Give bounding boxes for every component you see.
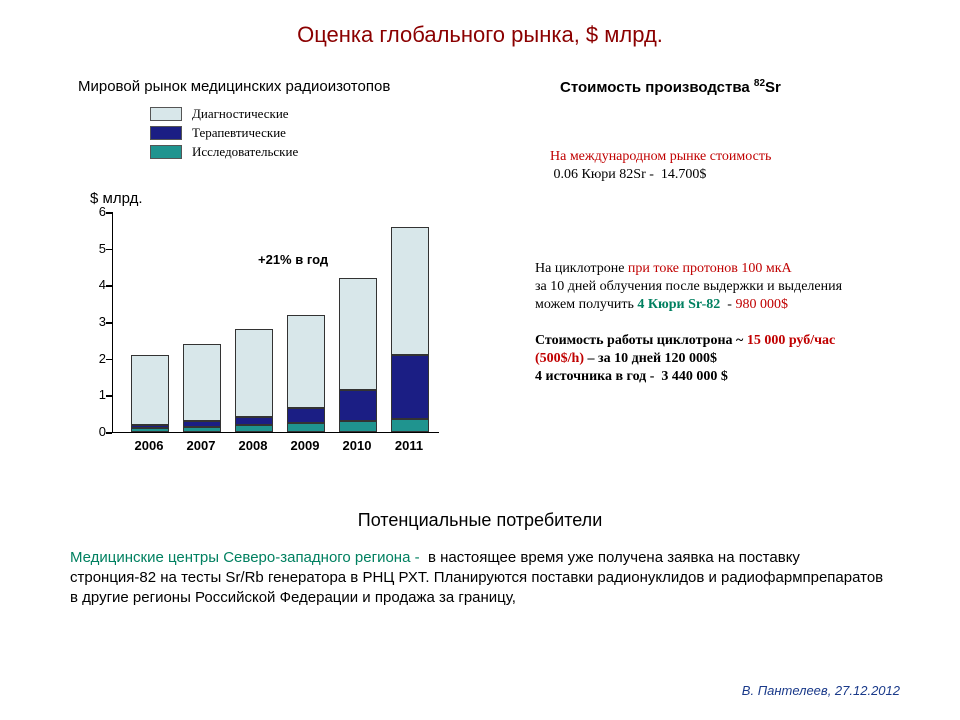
bar-segment xyxy=(131,428,169,432)
bar-segment xyxy=(339,278,377,390)
legend-item: Диагностические xyxy=(150,105,298,123)
y-tick-label: 1 xyxy=(86,387,106,402)
x-tick-label: 2010 xyxy=(332,438,382,453)
bar-segment xyxy=(287,315,325,409)
bar-segment xyxy=(235,417,273,424)
legend-label: Терапевтические xyxy=(192,124,286,142)
legend-swatch xyxy=(150,145,182,159)
bar-segment xyxy=(287,423,325,432)
bar-segment xyxy=(235,425,273,432)
legend-item: Терапевтические xyxy=(150,124,298,142)
bar xyxy=(339,278,377,432)
bar xyxy=(131,355,169,432)
y-tick-label: 6 xyxy=(86,204,106,219)
bar-segment xyxy=(235,329,273,417)
x-tick-label: 2006 xyxy=(124,438,174,453)
y-tick-label: 4 xyxy=(86,277,106,292)
bar xyxy=(235,329,273,432)
bar xyxy=(287,315,325,432)
bar-segment xyxy=(131,355,169,425)
intl-price-text: На международном рынке стоимость 0.06 Кю… xyxy=(550,148,910,184)
y-tick-label: 0 xyxy=(86,424,106,439)
bar-segment xyxy=(339,390,377,421)
consumers-body: Медицинские центры Северо-западного реги… xyxy=(70,548,890,608)
y-tick-label: 5 xyxy=(86,241,106,256)
bar-segment xyxy=(183,344,221,421)
legend-label: Исследовательские xyxy=(192,143,298,161)
x-tick-label: 2009 xyxy=(280,438,330,453)
cyclotron-cost-text: На циклотроне при токе протонов 100 мкАз… xyxy=(535,260,935,386)
bar xyxy=(183,344,221,432)
slide-footer: В. Пантелеев, 27.12.2012 xyxy=(742,683,900,698)
bar xyxy=(391,227,429,432)
legend-swatch xyxy=(150,126,182,140)
x-tick-label: 2007 xyxy=(176,438,226,453)
bar-segment xyxy=(339,421,377,432)
legend-label: Диагностические xyxy=(192,105,289,123)
chart-legend: ДиагностическиеТерапевтическиеИсследоват… xyxy=(150,105,298,162)
y-tick-label: 3 xyxy=(86,314,106,329)
bar-segment xyxy=(391,419,429,432)
legend-item: Исследовательские xyxy=(150,143,298,161)
growth-annotation: +21% в год xyxy=(258,252,328,267)
consumers-heading: Потенциальные потребители xyxy=(0,510,960,531)
legend-swatch xyxy=(150,107,182,121)
bar-segment xyxy=(183,427,221,433)
x-tick-label: 2008 xyxy=(228,438,278,453)
cost-subtitle: Стоимость производства 82Sr xyxy=(560,78,781,96)
bar-segment xyxy=(391,355,429,419)
bar-segment xyxy=(391,227,429,355)
page-title: Оценка глобального рынка, $ млрд. xyxy=(0,22,960,48)
market-bar-chart: 0123456 200620072008200920102011 +21% в … xyxy=(78,212,438,460)
x-tick-label: 2011 xyxy=(384,438,434,453)
bar-segment xyxy=(287,408,325,423)
chart-subtitle: Мировой рынок медицинских радиоизотопов xyxy=(78,78,390,95)
y-tick-label: 2 xyxy=(86,351,106,366)
